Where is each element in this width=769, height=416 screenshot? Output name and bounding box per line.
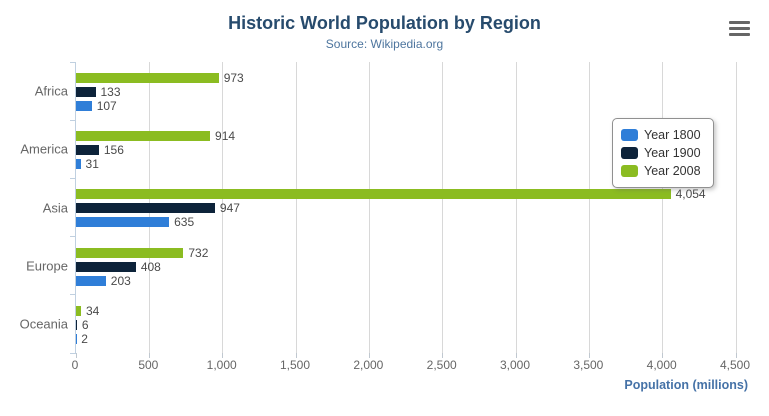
gridline <box>222 62 224 353</box>
x-axis-tick <box>735 353 737 358</box>
x-axis-title: Population (millions) <box>624 378 748 392</box>
category-axis-tick <box>70 119 76 121</box>
hamburger-bar <box>729 27 750 30</box>
bar-year-2008-africa[interactable] <box>76 73 219 83</box>
bar-value-label: 408 <box>140 259 161 274</box>
legend-item-year-2008[interactable]: Year 2008 <box>621 162 701 180</box>
category-label-africa: Africa <box>34 83 68 99</box>
legend-label: Year 1800 <box>644 128 701 142</box>
bar-year-1800-europe[interactable] <box>76 275 106 286</box>
chart-subtitle: Source: Wikipedia.org <box>325 37 444 51</box>
x-tick-label: 2,500 <box>426 358 457 372</box>
bar-value-label: 156 <box>103 143 124 158</box>
bar-value-label: 203 <box>110 273 131 288</box>
x-tick-label: 1,500 <box>279 358 311 372</box>
bar-value-label: 31 <box>85 157 99 172</box>
category-axis-tick <box>70 61 76 63</box>
bar-year-2008-oceania[interactable] <box>76 305 81 316</box>
category-axis-tick <box>70 177 76 179</box>
bar-value-label: 4,054 <box>675 187 706 202</box>
x-axis-tick <box>295 353 297 358</box>
x-tick-label: 2,000 <box>353 358 384 372</box>
bar-value-label: 732 <box>188 245 209 260</box>
bar-year-1800-asia[interactable] <box>76 217 170 228</box>
legend-swatch-icon <box>621 129 638 141</box>
bar-year-1900-africa[interactable] <box>76 87 96 97</box>
x-axis-tick <box>588 353 590 358</box>
gridline <box>368 62 370 353</box>
bar-value-label: 2 <box>81 331 88 346</box>
category-label-america: America <box>20 141 68 157</box>
bar-year-1900-oceania[interactable] <box>76 319 77 330</box>
hamburger-icon[interactable] <box>728 20 751 37</box>
x-tick-label: 1,000 <box>206 358 237 372</box>
bar-year-1900-asia[interactable] <box>76 203 215 214</box>
gridline <box>735 62 737 353</box>
x-tick-label: 4,000 <box>646 358 677 372</box>
hamburger-bar <box>729 33 750 36</box>
bar-value-label: 6 <box>81 317 89 332</box>
category-axis-tick <box>70 294 76 296</box>
legend-item-year-1900[interactable]: Year 1900 <box>621 144 701 162</box>
x-tick-label: 0 <box>71 358 79 372</box>
x-axis-tick <box>75 353 77 358</box>
bar-year-2008-america[interactable] <box>76 131 211 142</box>
category-label-europe: Europe <box>26 258 68 274</box>
x-tick-label: 3,500 <box>573 358 604 372</box>
legend-item-year-1800[interactable]: Year 1800 <box>621 126 701 144</box>
category-axis-tick <box>70 236 76 238</box>
bar-value-label: 34 <box>85 303 100 318</box>
legend-swatch-icon <box>621 147 638 159</box>
x-tick-label: 4,500 <box>719 358 751 372</box>
gridline <box>515 62 517 353</box>
x-axis-tick <box>442 353 444 358</box>
legend: Year 1800 Year 1900 Year 2008 <box>612 118 714 188</box>
bar-value-label: 635 <box>174 215 195 230</box>
bar-year-1800-america[interactable] <box>76 159 81 170</box>
bar-value-label: 947 <box>219 201 240 216</box>
x-axis-tick <box>368 353 370 358</box>
hamburger-bar <box>729 21 750 24</box>
gridline <box>588 62 590 353</box>
plot-area: 973 133 107 914 156 31 4,054 947 635 732 408 203 34 6… <box>70 61 737 358</box>
bar-value-label: 107 <box>96 99 117 113</box>
legend-swatch-icon <box>621 165 638 177</box>
legend-label: Year 1900 <box>644 146 701 160</box>
category-axis-tick <box>70 352 76 354</box>
x-tick-label: 500 <box>138 358 159 372</box>
bar-value-label: 973 <box>223 71 244 85</box>
bar-year-1900-america[interactable] <box>76 145 99 156</box>
gridline <box>662 62 664 353</box>
bar-value-label: 914 <box>215 129 236 144</box>
x-axis-tick <box>148 353 150 358</box>
legend-label: Year 2008 <box>644 164 701 178</box>
chart-title: Historic World Population by Region <box>228 13 541 33</box>
category-label-asia: Asia <box>42 200 68 215</box>
gridline <box>295 62 297 353</box>
bar-value-label: 133 <box>100 85 121 99</box>
x-axis-tick <box>222 353 224 358</box>
x-tick-label: 3,000 <box>499 358 531 372</box>
x-axis-tick <box>662 353 664 358</box>
bar-year-1800-africa[interactable] <box>76 101 92 111</box>
bar-year-2008-asia[interactable] <box>76 189 671 200</box>
x-axis-tick <box>515 353 517 358</box>
bar-year-2008-europe[interactable] <box>76 247 184 258</box>
bar-year-1900-europe[interactable] <box>76 261 136 272</box>
category-label-oceania: Oceania <box>19 316 68 332</box>
gridline <box>442 62 444 353</box>
